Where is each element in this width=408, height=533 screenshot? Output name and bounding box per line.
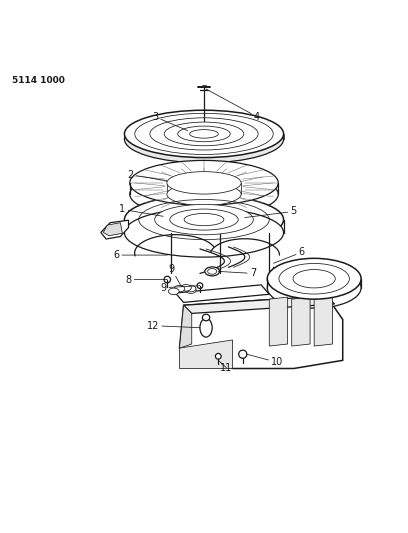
Text: 3: 3	[152, 112, 188, 131]
Text: 6: 6	[273, 247, 305, 263]
Ellipse shape	[202, 314, 210, 321]
Text: 8: 8	[125, 274, 167, 285]
Text: 4: 4	[206, 89, 260, 122]
Ellipse shape	[124, 110, 284, 158]
Text: 12: 12	[147, 321, 200, 330]
Polygon shape	[269, 297, 288, 346]
Ellipse shape	[124, 195, 284, 244]
Ellipse shape	[174, 285, 185, 292]
Polygon shape	[184, 296, 335, 313]
Ellipse shape	[167, 172, 241, 194]
Ellipse shape	[186, 287, 196, 293]
Text: 10: 10	[247, 354, 284, 367]
Text: 2: 2	[127, 169, 167, 181]
Text: 5: 5	[245, 206, 297, 217]
Ellipse shape	[267, 259, 361, 299]
Polygon shape	[292, 297, 310, 346]
Polygon shape	[103, 223, 122, 236]
Polygon shape	[175, 285, 269, 302]
Ellipse shape	[124, 208, 284, 257]
Ellipse shape	[205, 267, 220, 276]
Polygon shape	[180, 305, 192, 348]
Text: 1: 1	[119, 204, 163, 216]
Ellipse shape	[155, 204, 253, 235]
Ellipse shape	[267, 268, 361, 308]
Ellipse shape	[169, 288, 179, 295]
Ellipse shape	[293, 270, 335, 288]
Ellipse shape	[164, 122, 244, 146]
Ellipse shape	[239, 350, 247, 358]
Polygon shape	[180, 340, 233, 368]
Text: 11: 11	[218, 360, 233, 373]
Polygon shape	[101, 220, 129, 239]
Ellipse shape	[215, 353, 221, 359]
Polygon shape	[314, 297, 333, 346]
Text: 9: 9	[168, 263, 182, 287]
Polygon shape	[180, 296, 343, 368]
Ellipse shape	[124, 116, 284, 163]
Text: 7: 7	[218, 269, 256, 278]
Ellipse shape	[167, 183, 241, 206]
Ellipse shape	[185, 285, 196, 292]
Text: 6: 6	[113, 250, 167, 260]
Ellipse shape	[181, 285, 191, 291]
Text: 9: 9	[160, 282, 200, 293]
Ellipse shape	[200, 318, 212, 337]
Text: 5114 1000: 5114 1000	[12, 76, 65, 85]
Ellipse shape	[130, 172, 278, 217]
Polygon shape	[124, 134, 284, 139]
Ellipse shape	[197, 283, 203, 288]
Ellipse shape	[164, 276, 171, 283]
Ellipse shape	[130, 160, 278, 205]
